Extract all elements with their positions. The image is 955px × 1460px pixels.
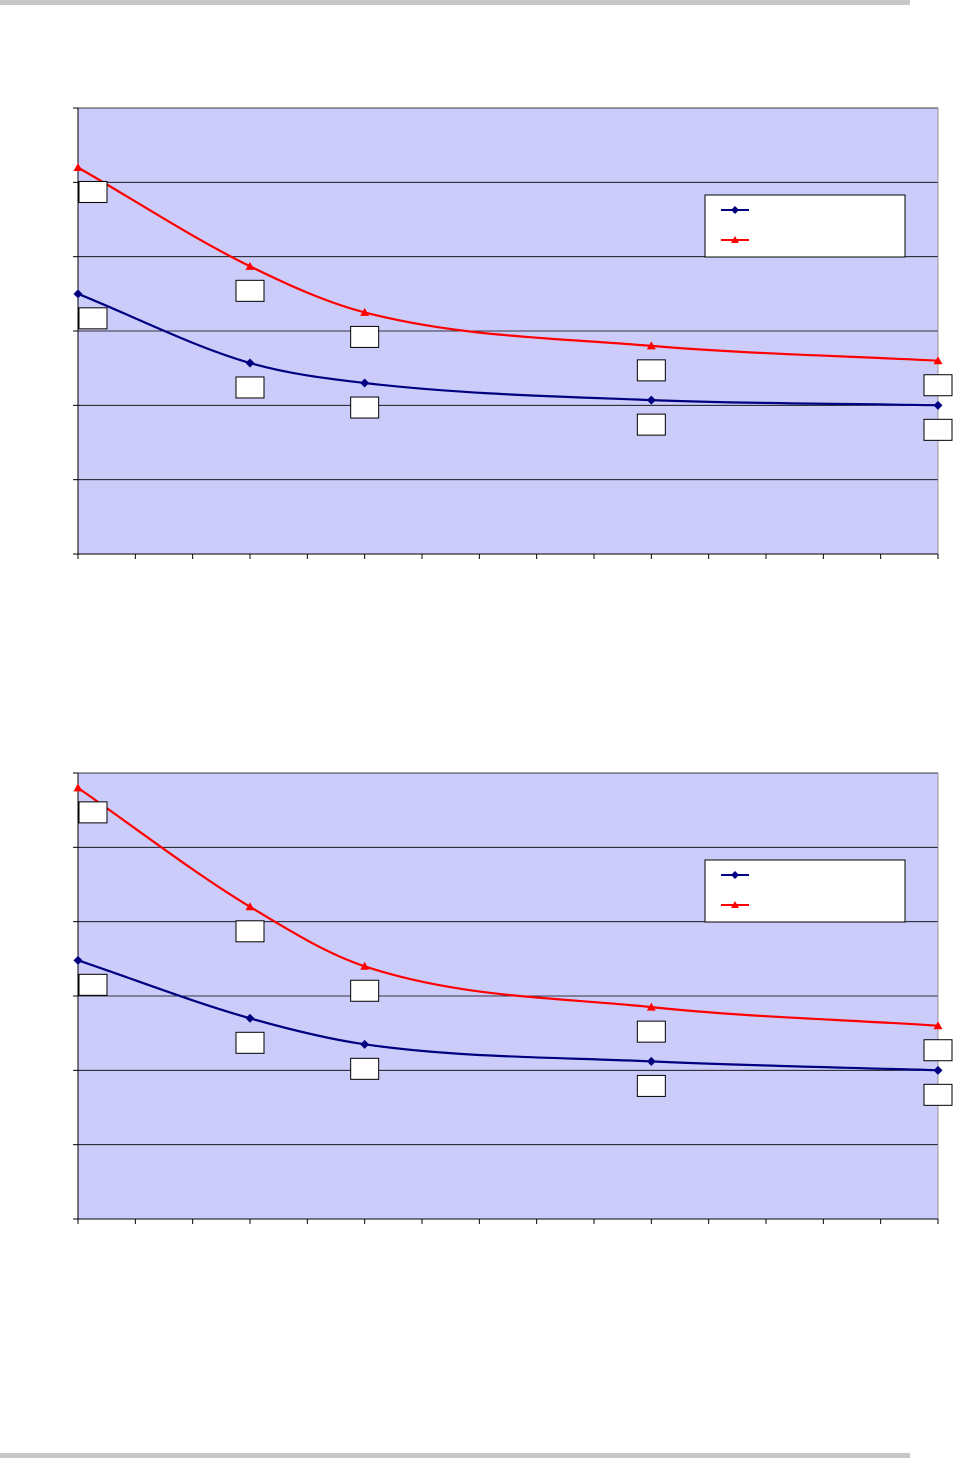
data-label-box [350, 325, 380, 348]
data-point-red [245, 261, 255, 270]
legend-marker-blue [731, 871, 739, 879]
data-label-box [923, 374, 953, 397]
legend-box [704, 194, 906, 258]
data-point-blue [360, 1039, 370, 1049]
page-bottom-rule [0, 1453, 910, 1458]
data-point-red [933, 1021, 943, 1030]
data-label-box [78, 973, 108, 996]
data-point-red [360, 961, 370, 970]
data-label-box [636, 359, 666, 382]
data-point-blue [646, 1056, 656, 1066]
series-line-red [77, 786, 939, 1027]
page-top-rule [0, 0, 910, 5]
data-label-box [78, 180, 108, 203]
data-point-blue [73, 289, 83, 299]
data-point-red [933, 356, 943, 365]
data-point-red [646, 341, 656, 350]
data-point-red [646, 1002, 656, 1011]
data-label-box [923, 1039, 953, 1062]
data-label-box [350, 979, 380, 1002]
data-point-red [73, 783, 83, 792]
data-label-box [78, 801, 108, 824]
data-point-red [360, 307, 370, 316]
legend-marker-red [731, 901, 739, 908]
data-label-box [923, 418, 953, 441]
data-label-box [923, 1083, 953, 1106]
series-line-blue [77, 292, 939, 407]
legend-marker-red [731, 236, 739, 243]
data-label-box [78, 307, 108, 330]
data-label-box [350, 396, 380, 419]
data-point-red [73, 162, 83, 171]
data-point-blue [933, 400, 943, 410]
data-point-blue [360, 378, 370, 388]
data-label-box [350, 1057, 380, 1080]
data-point-blue [245, 358, 255, 368]
data-point-blue [73, 955, 83, 965]
data-label-box [636, 1074, 666, 1097]
data-label-box [636, 1020, 666, 1043]
legend-box [704, 859, 906, 923]
line-chart-2 [73, 772, 953, 1224]
data-point-blue [933, 1065, 943, 1075]
series-line-blue [77, 959, 939, 1072]
data-point-blue [245, 1013, 255, 1023]
data-point-blue [646, 395, 656, 405]
series-line-red [77, 166, 939, 362]
data-label-box [636, 413, 666, 436]
line-chart-1 [73, 107, 953, 559]
data-label-box [235, 279, 265, 302]
data-point-red [245, 902, 255, 911]
data-label-box [235, 1031, 265, 1054]
data-label-box [235, 920, 265, 943]
data-label-box [235, 376, 265, 399]
legend-marker-blue [731, 206, 739, 214]
